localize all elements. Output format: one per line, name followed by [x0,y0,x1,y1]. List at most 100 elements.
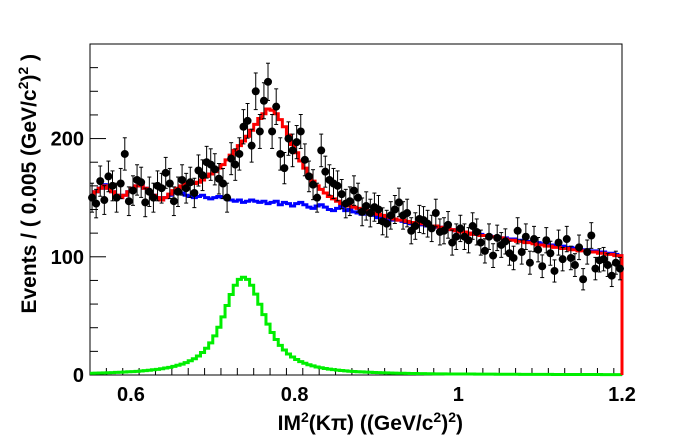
data-point [124,186,133,217]
data-point [587,222,596,249]
data-point [546,240,555,266]
point-marker [255,127,264,136]
data-point [247,128,256,163]
point-marker [124,197,133,206]
data-point [513,217,522,245]
point-marker [186,178,195,187]
data-point [178,164,187,196]
point-marker [550,266,559,275]
point-marker [284,134,293,143]
point-marker [480,246,489,255]
data-point [554,229,563,256]
data-point [239,109,248,145]
data-point [92,188,101,219]
point-marker [472,227,481,236]
point-marker [112,193,121,202]
data-point [390,195,399,224]
data-point [317,133,326,168]
point-marker [558,255,567,264]
point-marker [243,116,252,125]
point-marker [525,258,534,267]
data-point [382,209,391,238]
point-marker [235,149,244,158]
data-point [579,268,588,291]
point-marker [530,235,539,244]
point-marker [137,178,146,187]
point-marker [231,160,240,169]
point-marker [485,232,493,241]
point-marker [100,196,109,205]
data-point [562,225,571,253]
point-marker [456,224,465,233]
point-marker [268,127,277,136]
point-marker [542,236,551,245]
point-marker [452,232,461,241]
series-layer [90,107,624,377]
data-point [157,172,166,204]
data-point [149,182,158,213]
point-marker [501,237,510,246]
data-point [362,191,371,221]
point-marker [198,171,207,180]
point-marker [259,96,268,105]
data-point [120,137,129,171]
data-point [456,214,465,243]
data-point [104,160,113,193]
point-marker [300,155,309,164]
y-axis-title: Events / ( 0.005 (GeV/c2)2 ) [15,54,41,314]
point-marker [509,253,518,262]
data-point [325,164,334,196]
data-point [615,256,624,281]
point-marker [579,275,588,284]
data-point [570,253,579,277]
point-marker [276,149,285,158]
data-point [423,209,432,238]
data-point [599,246,608,272]
data-point [251,72,260,111]
data-point [96,165,105,197]
data-point [333,170,342,202]
point-marker [386,211,395,220]
point-marker [464,236,473,245]
point-marker [411,222,420,231]
point-marker [394,198,403,207]
point-marker [439,226,448,235]
data-point [427,214,436,243]
data-point [468,212,477,240]
point-marker [615,264,624,273]
data-point [280,151,289,185]
point-marker [272,102,281,111]
data-point [145,176,154,207]
data-point [394,187,403,218]
data-point [444,211,453,239]
point-marker [96,177,105,186]
data-point [538,254,547,279]
point-marker [366,209,375,218]
y-tick-label: 100 [51,247,84,269]
data-point [566,245,575,271]
data-point [100,185,109,215]
point-marker [251,87,260,96]
point-marker [513,226,522,235]
data-point [542,227,551,254]
point-marker [92,199,101,208]
point-marker [444,220,453,229]
data-point [198,159,207,192]
point-marker [362,201,371,210]
point-marker [566,253,575,262]
data-point [141,187,150,218]
data-point [558,246,567,272]
point-marker [120,149,129,158]
data-point [489,243,498,268]
point-marker [337,190,346,199]
tick-labels: 0.6 0.8 1 1.2 0 100 200 [51,129,636,406]
data-point [235,137,244,171]
point-marker [304,172,313,181]
data-point [501,228,510,255]
point-marker [264,77,273,86]
point-marker [317,146,326,155]
data-point [304,160,313,193]
point-marker [489,251,498,260]
data-point [349,175,358,206]
